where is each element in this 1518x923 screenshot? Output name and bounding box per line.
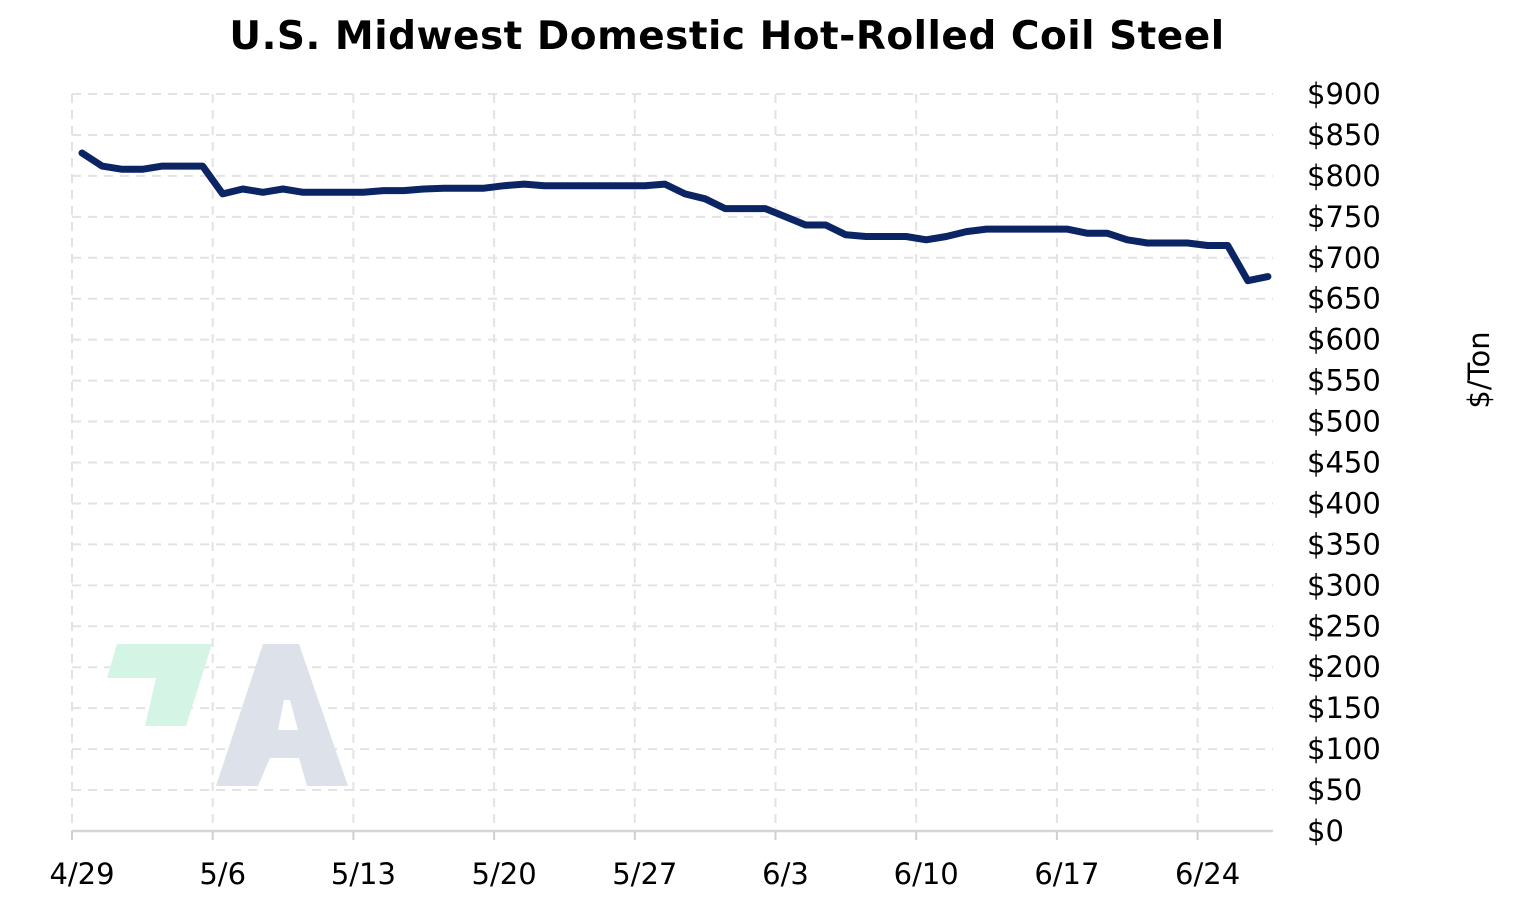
- x-tick-label: 6/10: [894, 857, 959, 891]
- y-tick-label: $650: [1307, 282, 1381, 316]
- x-tick-label: 5/27: [612, 857, 677, 891]
- y-tick-label: $150: [1307, 691, 1381, 725]
- series-line: [78, 149, 1272, 285]
- y-tick-label: $700: [1307, 241, 1381, 275]
- x-axis-tick-labels: 4/29 5/6 5/13 5/20 5/27 6/3 6/10 6/17 6/24: [49, 857, 1240, 891]
- x-tick-label: 5/6: [199, 857, 246, 891]
- axes: [71, 829, 1273, 840]
- series-group: [78, 149, 1272, 285]
- y-axis-title: $/Ton: [1462, 331, 1496, 408]
- y-tick-label: $300: [1307, 568, 1381, 602]
- y-tick-label: $250: [1307, 609, 1381, 643]
- x-tick-label: 6/24: [1175, 857, 1240, 891]
- y-tick-label: $200: [1307, 650, 1381, 684]
- chart-title: U.S. Midwest Domestic Hot-Rolled Coil St…: [229, 14, 1225, 59]
- y-tick-label: $100: [1307, 732, 1381, 766]
- y-tick-label: $400: [1307, 486, 1381, 520]
- y-tick-label: $800: [1307, 159, 1381, 193]
- logo-watermark-icon: [107, 644, 348, 786]
- y-tick-label: $350: [1307, 527, 1381, 561]
- y-tick-label: $500: [1307, 405, 1381, 439]
- y-tick-label: $900: [1307, 77, 1381, 111]
- y-tick-label: $750: [1307, 200, 1381, 234]
- x-tick-label: 4/29: [49, 857, 114, 891]
- x-tick-label: 6/17: [1034, 857, 1099, 891]
- y-tick-label: $600: [1307, 323, 1381, 357]
- x-tick-label: 6/3: [762, 857, 809, 891]
- y-tick-label: $0: [1307, 814, 1344, 848]
- y-tick-label: $850: [1307, 118, 1381, 152]
- y-tick-label: $550: [1307, 364, 1381, 398]
- y-tick-label: $450: [1307, 446, 1381, 480]
- y-tick-label: $50: [1307, 773, 1362, 807]
- x-tick-label: 5/20: [472, 857, 537, 891]
- y-axis-tick-labels: $0 $50 $100 $150 $200 $250 $300 $350 $400 $450 $50…: [1307, 77, 1381, 848]
- x-tick-label: 5/13: [331, 857, 396, 891]
